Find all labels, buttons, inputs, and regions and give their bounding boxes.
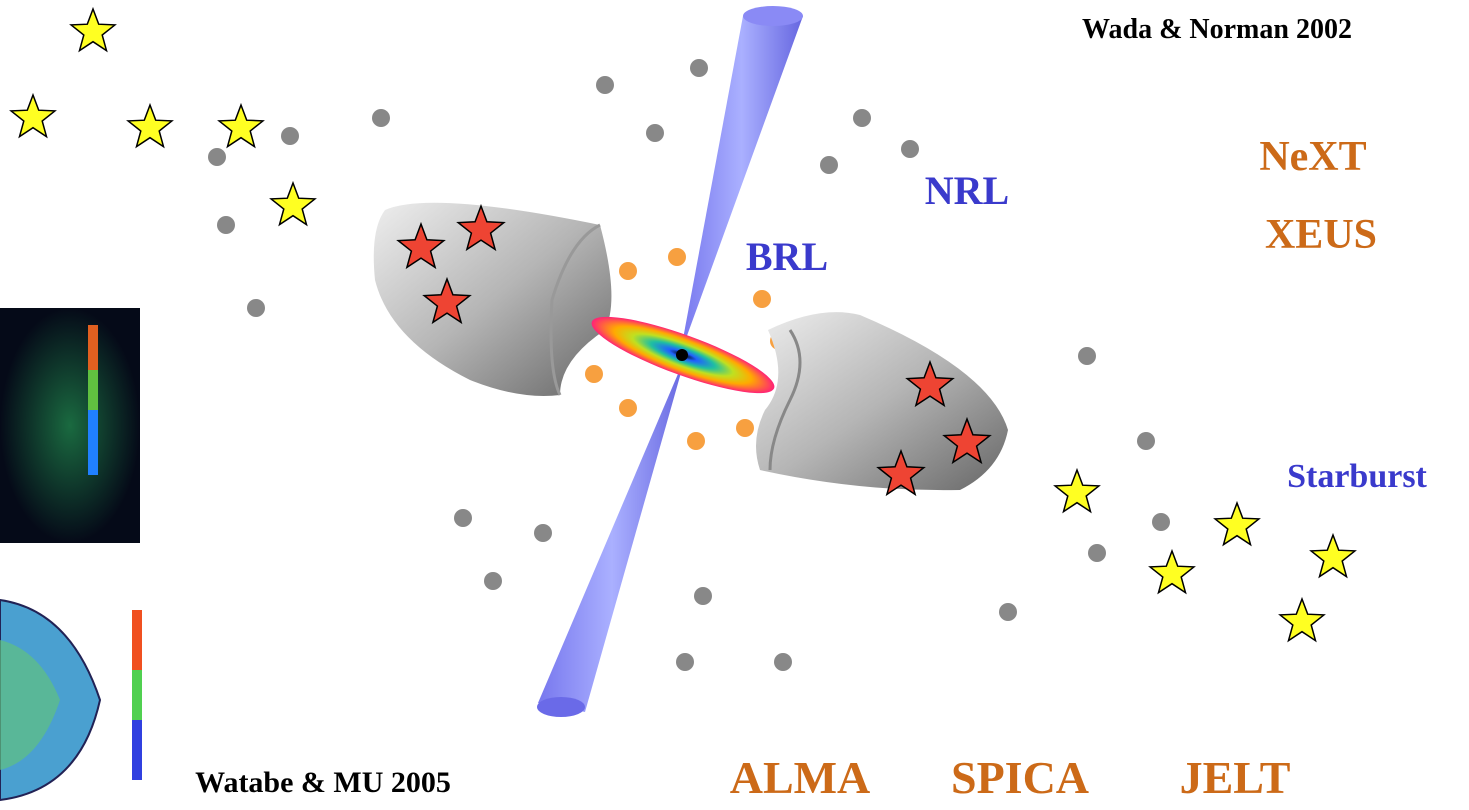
torus <box>373 202 1008 491</box>
label: NeXT <box>1259 134 1366 180</box>
gray-cloud <box>208 148 226 166</box>
yellow-star <box>9 92 57 139</box>
gray-cloud <box>690 59 708 77</box>
gray-cloud <box>694 587 712 605</box>
yellow-star <box>69 6 117 53</box>
simulation-image-2 <box>0 598 142 802</box>
gray-cloud <box>1137 432 1155 450</box>
simulation-image-1 <box>0 308 140 543</box>
jet <box>537 6 803 717</box>
gray-cloud <box>1088 544 1106 562</box>
red-star <box>422 276 472 325</box>
red-star <box>396 221 446 270</box>
gray-cloud <box>454 509 472 527</box>
instrument: JELT <box>1180 752 1291 803</box>
gray-cloud <box>484 572 502 590</box>
gray-cloud <box>372 109 390 127</box>
orange-cloud <box>736 419 754 437</box>
yellow-star <box>126 102 174 149</box>
red-star <box>942 416 992 465</box>
clouds <box>208 59 1170 671</box>
red-star <box>456 203 506 252</box>
label: BRL <box>746 234 828 279</box>
yellow-star <box>1148 548 1196 595</box>
gray-cloud <box>820 156 838 174</box>
accretion-disk <box>591 316 775 394</box>
citation: Wada & Norman 2002 <box>1082 14 1352 45</box>
orange-cloud <box>687 432 705 450</box>
gray-cloud <box>247 299 265 317</box>
orange-cloud <box>619 399 637 417</box>
label: Starburst <box>1287 458 1427 495</box>
gray-cloud <box>1152 513 1170 531</box>
stars <box>9 6 1357 643</box>
yellow-star <box>217 102 265 149</box>
yellow-star <box>1053 467 1101 514</box>
label: XEUS <box>1265 212 1377 258</box>
gray-cloud <box>217 216 235 234</box>
orange-cloud <box>668 248 686 266</box>
yellow-star <box>269 180 317 227</box>
gray-cloud <box>646 124 664 142</box>
citation: Watabe & MU 2005 <box>195 766 451 799</box>
gray-cloud <box>774 653 792 671</box>
gray-cloud <box>596 76 614 94</box>
instrument: SPICA <box>951 752 1089 803</box>
orange-cloud <box>753 290 771 308</box>
yellow-star <box>1278 596 1326 643</box>
gray-cloud <box>853 109 871 127</box>
label: NRL <box>925 168 1009 213</box>
orange-cloud <box>585 365 603 383</box>
gray-cloud <box>281 127 299 145</box>
yellow-star <box>1309 532 1357 579</box>
gray-cloud <box>676 653 694 671</box>
orange-cloud <box>619 262 637 280</box>
gray-cloud <box>999 603 1017 621</box>
yellow-star <box>1213 500 1261 547</box>
gray-cloud <box>901 140 919 158</box>
red-star <box>876 448 926 497</box>
red-star <box>905 359 955 408</box>
gray-cloud <box>534 524 552 542</box>
gray-cloud <box>1078 347 1096 365</box>
instrument: ALMA <box>730 752 871 803</box>
